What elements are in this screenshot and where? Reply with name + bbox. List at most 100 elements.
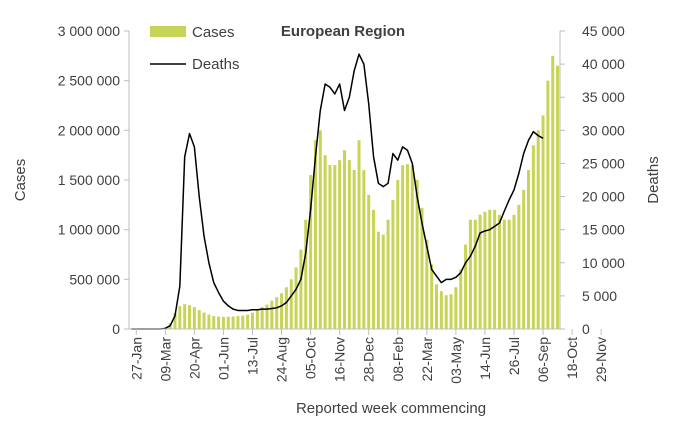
x-tick-label: 29-Nov — [593, 337, 609, 382]
cases-bar — [536, 130, 540, 329]
y-tick-label-right: 20 000 — [582, 189, 625, 205]
cases-bar — [420, 207, 424, 329]
cases-bar — [323, 155, 327, 329]
cases-bar — [294, 267, 298, 329]
cases-bar — [192, 307, 196, 329]
cases-bar — [405, 164, 409, 329]
cases-bar — [304, 219, 308, 329]
x-tick-label: 24-Aug — [274, 337, 290, 382]
cases-bar — [309, 175, 313, 329]
y-tick-label-right: 35 000 — [582, 89, 625, 105]
x-tick-label: 01-Jun — [215, 337, 231, 380]
x-tick-label: 16-Nov — [332, 337, 348, 382]
cases-bar — [265, 304, 269, 329]
cases-bar — [454, 287, 458, 329]
y-tick-label-left: 2 000 000 — [58, 122, 120, 138]
cases-bar — [236, 316, 240, 329]
cases-bar — [275, 297, 279, 329]
cases-bar — [493, 209, 497, 329]
cases-bar — [280, 293, 284, 329]
cases-bar — [221, 316, 225, 329]
cases-bar — [338, 160, 342, 329]
cases-bars — [158, 55, 560, 330]
cases-bar — [381, 234, 385, 329]
y-tick-label-left: 0 — [112, 321, 120, 337]
cases-bar — [313, 140, 317, 329]
legend-swatch-cases — [150, 26, 186, 37]
cases-bar — [367, 194, 371, 329]
x-tick-label: 26-Jul — [506, 337, 522, 375]
cases-bar — [333, 165, 337, 329]
deaths-line — [131, 53, 544, 330]
cases-bar — [197, 310, 201, 329]
cases-bar — [473, 219, 477, 329]
y-tick-label-right: 5 000 — [582, 288, 617, 304]
cases-bar — [217, 316, 221, 329]
y-tick-label-right: 10 000 — [582, 255, 625, 271]
cases-bar — [497, 214, 501, 329]
cases-bar — [439, 291, 443, 329]
cases-bar — [226, 316, 230, 329]
y-tick-label-right: 40 000 — [582, 56, 625, 72]
x-tick-label: 28-Dec — [361, 337, 377, 382]
x-tick-label: 03-May — [448, 337, 464, 384]
cases-bar — [512, 214, 516, 329]
cases-bar — [352, 170, 356, 329]
cases-bar — [270, 300, 274, 329]
y-tick-label-right: 45 000 — [582, 23, 625, 39]
cases-bar — [318, 130, 322, 329]
cases-bar — [483, 211, 487, 329]
x-tick-label: 14-Jun — [477, 337, 493, 380]
cases-bar — [255, 310, 259, 329]
cases-bar — [212, 316, 216, 329]
cases-bar — [362, 170, 366, 329]
cases-bar — [531, 145, 535, 329]
cases-bar — [178, 306, 182, 329]
x-tick-label: 08-Feb — [390, 337, 406, 382]
x-tick-label: 27-Jan — [128, 337, 144, 380]
x-axis-title: Reported week commencing — [296, 400, 486, 417]
cases-bar — [415, 180, 419, 329]
cases-bar — [478, 214, 482, 329]
y-tick-label-right: 25 000 — [582, 155, 625, 171]
cases-bar — [459, 269, 463, 329]
cases-bar — [299, 249, 303, 329]
y-axis-title-left: Cases — [12, 159, 29, 202]
cases-bar — [522, 189, 526, 329]
x-tick-label: 09-Mar — [157, 337, 173, 382]
cases-bar — [556, 65, 560, 330]
legend: Cases Deaths — [150, 24, 240, 73]
cases-bar — [188, 305, 192, 329]
cases-bar — [202, 312, 206, 329]
cases-bar — [517, 204, 521, 329]
cases-bar — [173, 313, 177, 329]
y-ticks-right: 0 5 000 10 000 15 000 20 000 25 000 30 000 35 0… — [560, 23, 625, 337]
y-axis-title-right: Deaths — [645, 156, 662, 204]
cases-bar — [507, 219, 511, 329]
cases-bar — [183, 304, 187, 329]
chart-title: European Region — [281, 23, 405, 40]
y-tick-label-left: 500 000 — [69, 271, 120, 287]
cases-bar — [207, 314, 211, 329]
y-tick-label-left: 3 000 000 — [58, 23, 120, 39]
cases-bar — [246, 314, 250, 329]
y-tick-label-right: 0 — [582, 321, 590, 337]
cases-bar — [425, 239, 429, 329]
cases-bar — [546, 80, 550, 329]
x-tick-label: 05-Oct — [303, 337, 319, 379]
cases-bar — [376, 231, 380, 329]
cases-bar — [396, 180, 400, 329]
cases-bar — [541, 115, 545, 330]
y-tick-label-left: 2 500 000 — [58, 73, 120, 89]
cases-bar — [343, 150, 346, 329]
cases-bar — [284, 287, 288, 329]
cases-bar — [468, 219, 472, 329]
cases-bar — [527, 170, 531, 329]
x-tick-label: 22-Mar — [419, 337, 435, 382]
cases-bar — [372, 209, 376, 329]
y-ticks-left: 0 500 000 1 000 000 1 500 000 2 000 000 2 500… — [58, 23, 129, 337]
cases-bar — [449, 294, 453, 329]
legend-label-deaths: Deaths — [192, 56, 240, 73]
cases-bar — [551, 55, 555, 329]
